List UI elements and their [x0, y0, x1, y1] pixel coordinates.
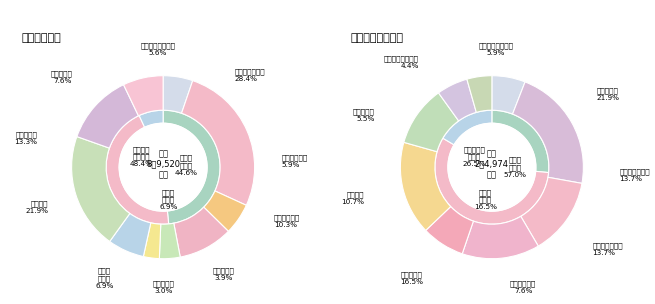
Wedge shape — [77, 85, 138, 148]
Text: 音声系
ソフト
6.9%: 音声系 ソフト 6.9% — [96, 268, 114, 289]
Wedge shape — [521, 177, 582, 246]
Text: ゲームソフト
5.9%: ゲームソフト 5.9% — [281, 154, 308, 168]
Text: 雑誌ソフト
5.5%: 雑誌ソフト 5.5% — [353, 108, 375, 122]
Wedge shape — [71, 136, 130, 241]
Text: テキスト
系ソフト
48.4%: テキスト 系ソフト 48.4% — [130, 146, 153, 167]
Wedge shape — [159, 223, 180, 259]
Text: 総額
8兆9,520
億円: 総額 8兆9,520 億円 — [146, 149, 180, 179]
Text: データベース記事
4.4%: データベース記事 4.4% — [384, 56, 419, 69]
Wedge shape — [435, 138, 549, 224]
Wedge shape — [139, 110, 163, 127]
Wedge shape — [462, 216, 538, 259]
Text: 映像系その他
10.3%: 映像系その他 10.3% — [274, 215, 300, 228]
Wedge shape — [439, 79, 476, 121]
Wedge shape — [181, 81, 255, 205]
Wedge shape — [404, 93, 458, 152]
Text: 衛星テレビ番組
13.7%: 衛星テレビ番組 13.7% — [592, 242, 623, 256]
Text: 音声系
ソフト
6.9%: 音声系 ソフト 6.9% — [159, 189, 178, 210]
Text: コミック
10.7%: コミック 10.7% — [341, 192, 364, 206]
Text: 総額
2兆4,974
億円: 総額 2兆4,974 億円 — [475, 149, 509, 179]
Text: テキスト系その他
5.9%: テキスト系その他 5.9% — [479, 42, 514, 56]
Text: 映像系
ソフト
57.0%: 映像系 ソフト 57.0% — [504, 157, 527, 178]
Wedge shape — [124, 76, 163, 116]
Text: 新聞記事
21.9%: 新聞記事 21.9% — [25, 200, 48, 214]
Text: マルチユース市場: マルチユース市場 — [350, 33, 403, 43]
Wedge shape — [106, 116, 168, 224]
Text: 音楽ソフト
3.9%: 音楽ソフト 3.9% — [213, 267, 234, 281]
Wedge shape — [492, 76, 525, 114]
Wedge shape — [400, 142, 451, 230]
Text: 映像系
ソフト
44.6%: 映像系 ソフト 44.6% — [175, 154, 198, 176]
Text: 映像系その他
7.6%: 映像系その他 7.6% — [510, 281, 536, 294]
Wedge shape — [426, 207, 474, 254]
Wedge shape — [443, 110, 492, 145]
Text: テキスト系その他
5.6%: テキスト系その他 5.6% — [140, 42, 176, 56]
Wedge shape — [492, 110, 549, 173]
Text: 映画ソフト
21.9%: 映画ソフト 21.9% — [597, 87, 620, 101]
Wedge shape — [143, 223, 160, 259]
Text: 音楽ソフト
16.5%: 音楽ソフト 16.5% — [400, 271, 423, 285]
Text: テキスト系
ソフト
26.5%: テキスト系 ソフト 26.5% — [462, 146, 485, 167]
Wedge shape — [174, 207, 229, 257]
Circle shape — [119, 123, 207, 211]
Text: 地上テレビ番組
28.4%: 地上テレビ番組 28.4% — [234, 68, 265, 82]
Wedge shape — [204, 191, 246, 231]
Wedge shape — [467, 76, 492, 112]
Text: 雑誌ソフト
13.3%: 雑誌ソフト 13.3% — [14, 131, 37, 145]
Wedge shape — [109, 213, 151, 257]
Text: 地上テレビ番組
13.7%: 地上テレビ番組 13.7% — [620, 169, 650, 182]
Text: 音声系
ソフト
16.5%: 音声系 ソフト 16.5% — [474, 189, 497, 210]
Wedge shape — [163, 110, 220, 224]
Text: 一次流通市場: 一次流通市場 — [22, 33, 62, 43]
Circle shape — [448, 123, 536, 211]
Text: 書籍ソフト
7.6%: 書籍ソフト 7.6% — [50, 71, 72, 84]
Text: ラジオ番組
3.0%: ラジオ番組 3.0% — [152, 281, 174, 294]
Wedge shape — [163, 76, 193, 113]
Wedge shape — [513, 82, 584, 183]
